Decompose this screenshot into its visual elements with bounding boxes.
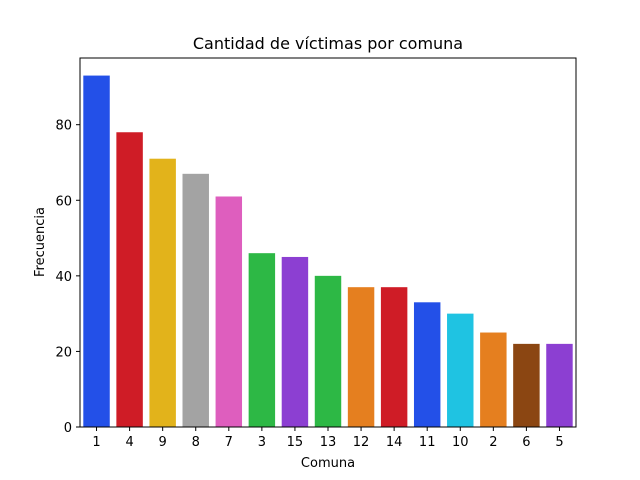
bar-comuna-9 <box>149 158 176 427</box>
bar-comuna-14 <box>380 287 408 427</box>
bar-comuna-15 <box>281 256 309 427</box>
bar-comuna-4 <box>116 132 143 427</box>
x-tick-label: 10 <box>452 435 469 450</box>
x-tick-label: 12 <box>353 435 370 450</box>
bar-comuna-6 <box>513 343 540 427</box>
y-axis-ticks: 0 20 40 60 80 <box>55 119 80 436</box>
x-tick-label: 3 <box>258 435 266 450</box>
bar-comuna-2 <box>480 332 507 427</box>
bar-comuna-1 <box>83 75 110 428</box>
chart-title: Cantidad de víctimas por comuna <box>193 34 463 53</box>
y-tick-label: 80 <box>55 119 72 134</box>
bar-comuna-8 <box>182 173 209 427</box>
bar-comuna-7 <box>215 196 243 427</box>
x-tick-label: 7 <box>225 435 233 450</box>
x-axis-ticks: 1 4 9 8 7 3 15 13 12 14 11 10 2 6 5 <box>92 427 564 450</box>
bars-group <box>83 75 573 428</box>
bar-comuna-10 <box>447 313 474 427</box>
bar-comuna-12 <box>347 287 375 427</box>
y-tick-label: 40 <box>55 270 72 285</box>
x-axis-label: Comuna <box>301 456 355 471</box>
x-tick-label: 6 <box>522 435 530 450</box>
x-tick-label: 13 <box>320 435 337 450</box>
x-tick-label: 1 <box>92 435 100 450</box>
bar-comuna-13 <box>314 275 342 427</box>
x-tick-label: 5 <box>555 435 563 450</box>
x-tick-label: 14 <box>386 435 403 450</box>
bar-comuna-3 <box>248 253 276 427</box>
bar-comuna-5 <box>546 343 573 427</box>
x-tick-label: 4 <box>125 435 133 450</box>
y-axis-label: Frecuencia <box>33 207 48 277</box>
y-tick-label: 0 <box>64 421 72 436</box>
x-tick-label: 9 <box>159 435 167 450</box>
bar-comuna-11 <box>413 302 441 427</box>
x-tick-label: 15 <box>287 435 304 450</box>
y-tick-label: 20 <box>55 345 72 360</box>
x-tick-label: 11 <box>419 435 436 450</box>
x-tick-label: 2 <box>489 435 497 450</box>
x-tick-label: 8 <box>192 435 200 450</box>
y-tick-label: 60 <box>55 194 72 209</box>
